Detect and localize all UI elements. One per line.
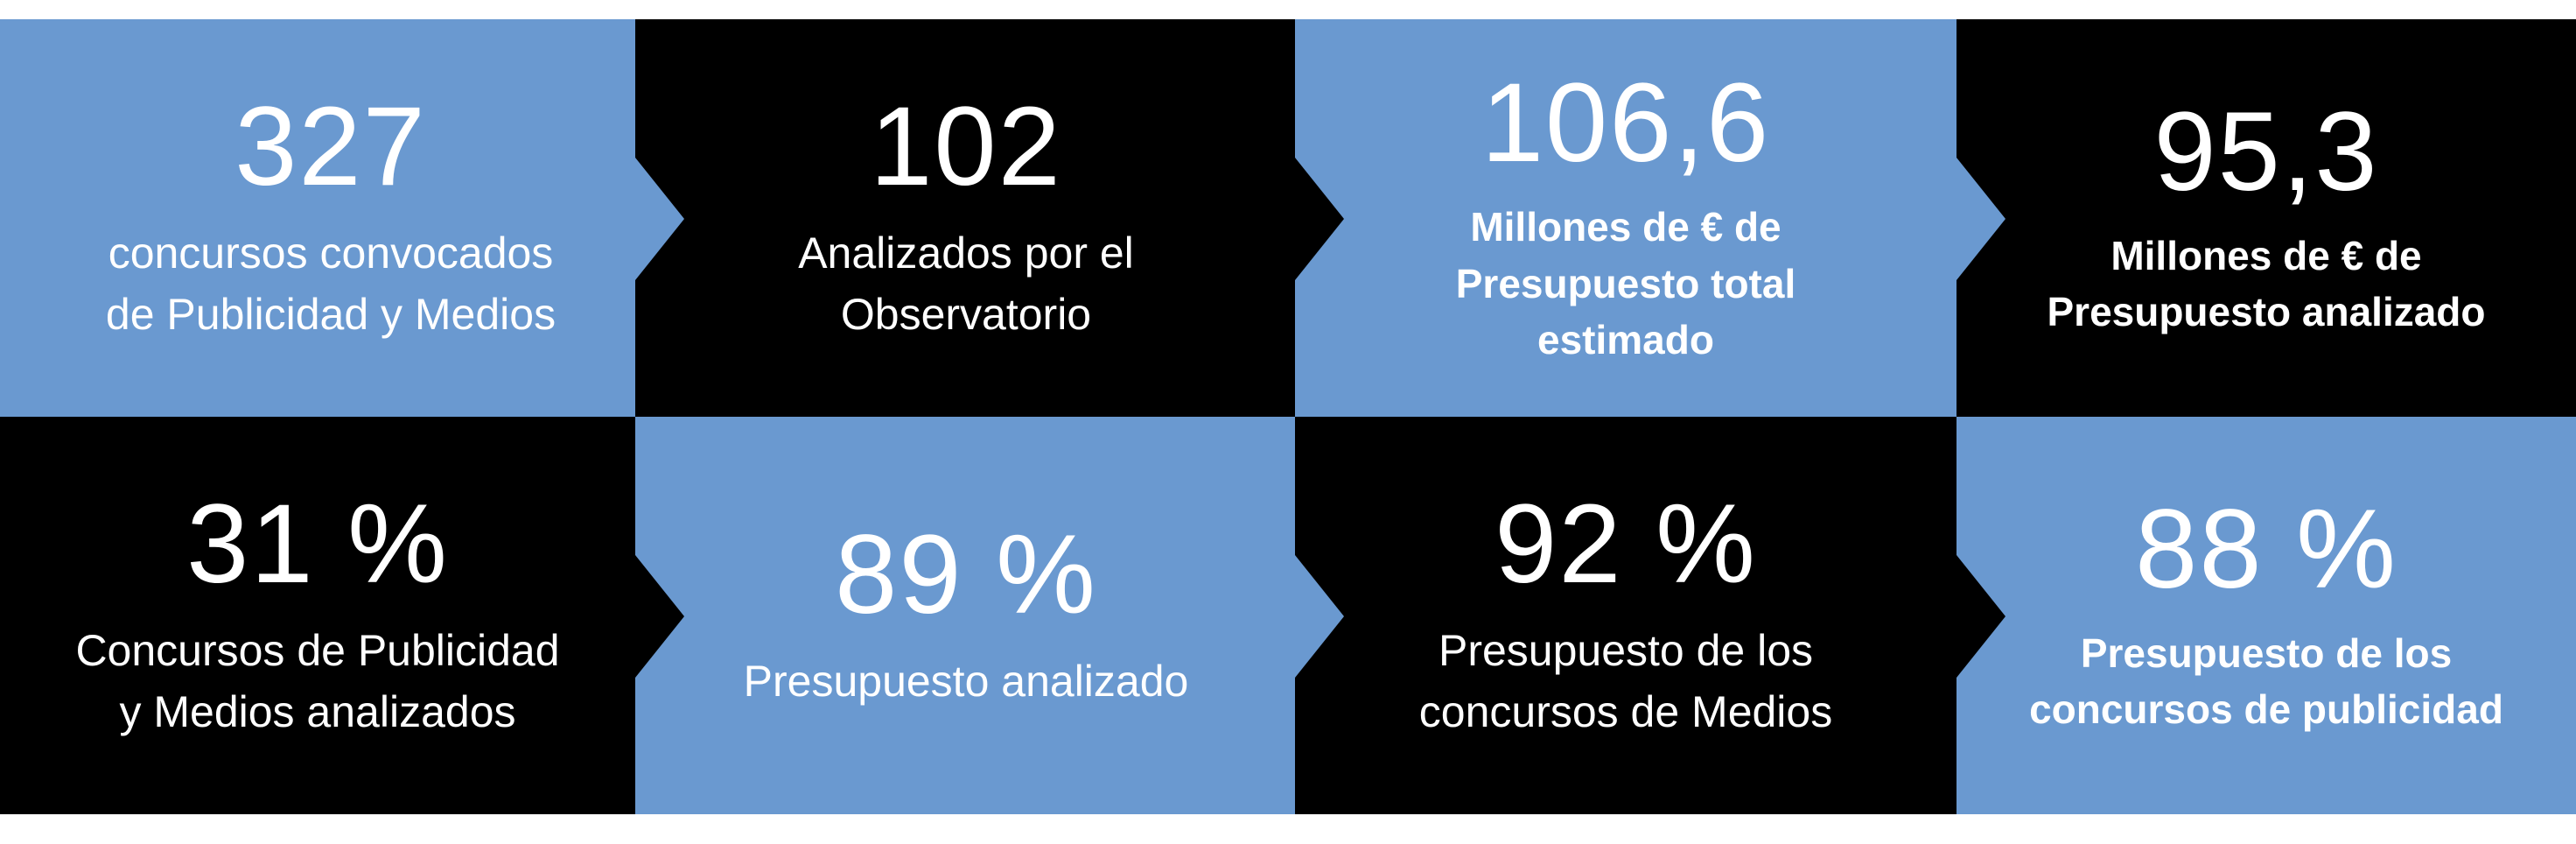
- chevron-right-icon: [1295, 555, 1344, 678]
- stat-label: Concursos de Publicidad y Medios analiza…: [75, 626, 560, 736]
- stat-value: 106,6: [1480, 60, 1771, 186]
- stat-tile-analizados: 102 Analizados por el Observatorio: [635, 19, 1297, 417]
- chevron-right-icon: [1956, 555, 2006, 678]
- stat-value: 95,3: [2153, 88, 2379, 215]
- stat-tile-presupuesto-analizado-millones: 95,3 Millones de € de Presupuesto analiz…: [1956, 19, 2576, 417]
- stat-label: Millones de € de Presupuesto analizado: [2047, 232, 2486, 334]
- stat-tile-presupuesto-medios-pct: 92 % Presupuesto de los concursos de Med…: [1295, 417, 1956, 814]
- stat-tile-concursos-analizados-pct: 31 % Concursos de Publicidad y Medios an…: [0, 417, 635, 814]
- stat-value: 31 %: [186, 482, 449, 607]
- stat-value: 327: [234, 84, 427, 209]
- stats-grid: 327 concursos convocados de Publicidad y…: [0, 19, 2576, 814]
- stat-label: Millones de € de Presupuesto total estim…: [1455, 204, 1796, 363]
- stat-tile-concursos-convocados: 327 concursos convocados de Publicidad y…: [0, 19, 662, 417]
- stat-label: concursos convocados de Publicidad y Med…: [105, 229, 556, 339]
- stat-label: Presupuesto de los concursos de Medios: [1418, 626, 1833, 736]
- stat-value: 92 %: [1494, 482, 1757, 607]
- stat-tile-presupuesto-publicidad-pct: 88 % Presupuesto de los concursos de pub…: [1956, 417, 2576, 814]
- stat-label: Analizados por el Observatorio: [798, 229, 1134, 339]
- stat-tile-presupuesto-total: 106,6 Millones de € de Presupuesto total…: [1295, 19, 1956, 417]
- stat-value: 88 %: [2135, 486, 2398, 612]
- stat-value: 89 %: [835, 512, 1097, 637]
- stat-label: Presupuesto analizado: [743, 657, 1189, 706]
- stat-label: Presupuesto de los concursos de publicid…: [2029, 629, 2503, 732]
- chevron-right-icon: [635, 555, 684, 678]
- stat-tile-presupuesto-analizado-pct: 89 % Presupuesto analizado: [635, 417, 1297, 814]
- chevron-right-icon: [1956, 158, 2006, 280]
- chevron-right-icon: [635, 158, 684, 280]
- stat-value: 102: [870, 84, 1062, 209]
- chevron-right-icon: [1295, 158, 1344, 280]
